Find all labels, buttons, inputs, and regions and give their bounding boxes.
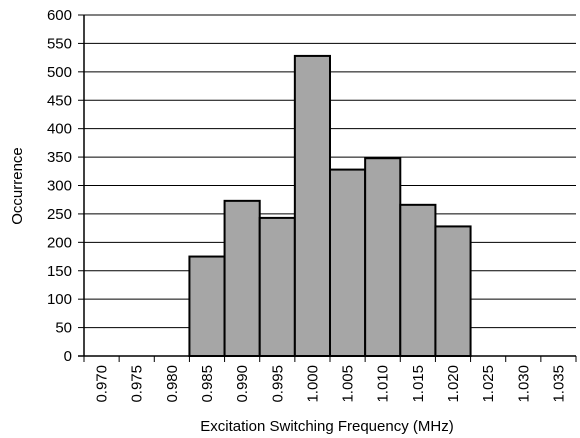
x-tick-label: 0.975	[129, 365, 146, 403]
bar-0.985	[188, 255, 226, 357]
bar-1.010	[364, 157, 402, 357]
x-tick-label: 1.020	[445, 365, 462, 403]
x-tick-label: 1.025	[480, 365, 497, 403]
y-tick-label: 350	[47, 149, 72, 166]
x-tick-labels: 0.970 0.975 0.980 0.985 0.990 0.995 1.000 1.005…	[94, 365, 568, 403]
y-tick-label: 250	[47, 206, 72, 223]
y-tick-label: 600	[47, 7, 72, 24]
y-tick-label: 450	[47, 92, 72, 109]
y-tick-label: 200	[47, 234, 72, 251]
bar-0.990	[223, 199, 261, 357]
y-tick-labels: 0 50 100 150 200 250 300 350 400 450 500 550 600	[47, 7, 72, 365]
x-axis-label: Excitation Switching Frequency (MHz)	[200, 418, 453, 435]
x-tick-label: 1.035	[550, 365, 567, 403]
y-tick-label: 550	[47, 35, 72, 52]
x-tick-label: 1.000	[304, 365, 321, 403]
bar-1.020	[434, 225, 472, 357]
y-tick-label: 0	[64, 348, 72, 365]
bar-1.000	[293, 54, 332, 357]
bar-0.995	[258, 216, 296, 357]
x-tick-label: 0.980	[164, 365, 181, 403]
y-axis-label: Occurrence	[9, 147, 26, 225]
x-tick-label: 0.985	[199, 365, 216, 403]
x-tick-label: 0.970	[94, 365, 111, 403]
x-tick-label: 0.990	[234, 365, 251, 403]
bar-1.005	[329, 168, 367, 357]
bar-1.015	[399, 203, 437, 357]
y-tick-label: 500	[47, 64, 72, 81]
x-tick-label: 1.005	[340, 365, 357, 403]
y-tick-label: 150	[47, 263, 72, 280]
y-tick-label: 300	[47, 178, 72, 195]
axes	[78, 14, 577, 362]
x-tick-label: 1.015	[410, 365, 427, 403]
x-tick-label: 1.030	[515, 365, 532, 403]
y-tick-label: 100	[47, 291, 72, 308]
bars	[188, 54, 472, 357]
y-tick-label: 400	[47, 121, 72, 138]
x-tick-label: 0.995	[269, 365, 286, 403]
x-tick-label: 1.010	[375, 365, 392, 403]
y-tick-label: 50	[55, 320, 72, 337]
